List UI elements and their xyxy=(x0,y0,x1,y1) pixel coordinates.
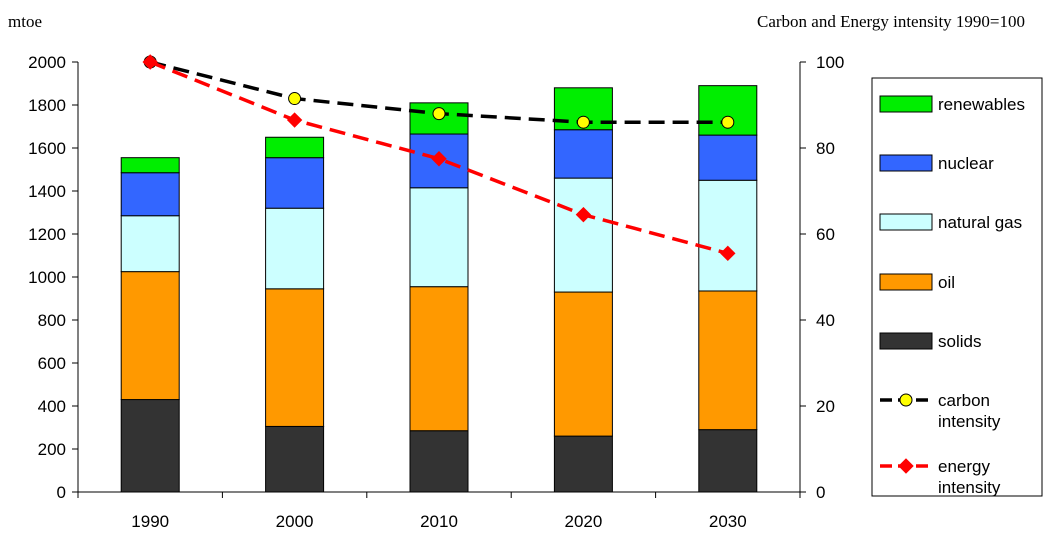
left-tick-label: 1000 xyxy=(28,268,66,287)
energy-intensity-marker-2010 xyxy=(431,151,447,167)
left-tick-label: 800 xyxy=(38,311,66,330)
energy-intensity-marker-2020 xyxy=(575,206,592,223)
bar-solids-2010 xyxy=(409,430,469,493)
left-tick-label: 200 xyxy=(38,440,66,459)
x-tick-label: 2020 xyxy=(564,512,602,531)
left-tick-label: 1800 xyxy=(28,96,66,115)
legend: renewables nuclear natural gas oil solids car… xyxy=(879,95,1025,497)
bar-nuclear-2030 xyxy=(698,134,758,181)
bar-nuclear-2020 xyxy=(553,129,613,179)
left-tick-label: 600 xyxy=(38,354,66,373)
energy-intensity-marker-1990 xyxy=(142,54,158,70)
carbon-intensity-marker-2010 xyxy=(432,107,446,121)
energy-intensity-marker-2030 xyxy=(720,245,736,262)
legend-label-carbon-intensity: carbon intensity xyxy=(938,391,1001,431)
carbon-intensity-marker-2020 xyxy=(576,115,590,129)
left-tick-label: 1200 xyxy=(28,225,66,244)
legend-swatch-renewables xyxy=(879,95,933,113)
bar-natural-gas-2020 xyxy=(553,177,613,293)
legend-swatch-natural-gas xyxy=(879,213,933,231)
legend-label-natural-gas: natural gas xyxy=(938,213,1022,232)
legend-marker-carbon-intensity xyxy=(899,393,913,407)
bar-oil-2000 xyxy=(265,288,325,427)
energy-intensity-marker-2000 xyxy=(286,112,303,128)
bar-solids-2030 xyxy=(698,429,758,493)
bar-natural-gas-1990 xyxy=(120,215,180,273)
right-tick-label: 20 xyxy=(816,397,835,416)
legend-label-renewables: renewables xyxy=(938,95,1025,114)
legend-label-line: carbon xyxy=(938,391,990,410)
bar-oil-2010 xyxy=(409,286,469,432)
bar-oil-2030 xyxy=(698,290,758,431)
bar-natural-gas-2000 xyxy=(265,207,325,290)
legend-swatch-oil xyxy=(879,273,933,291)
right-tick-label: 80 xyxy=(816,139,835,158)
energy-intensity-line xyxy=(149,60,729,256)
x-tick-label: 1990 xyxy=(131,512,169,531)
legend-label-energy-intensity: energy intensity xyxy=(938,457,1001,497)
x-tick-label: 2030 xyxy=(709,512,747,531)
left-tick-label: 2000 xyxy=(28,53,66,72)
legend-swatch-solids xyxy=(879,332,933,350)
left-tick-label: 0 xyxy=(57,483,66,502)
bar-renewables-2000 xyxy=(265,136,325,159)
bar-oil-1990 xyxy=(120,271,180,401)
x-tick-label: 2010 xyxy=(420,512,458,531)
legend-label-line: intensity xyxy=(938,412,1001,431)
bar-renewables-1990 xyxy=(120,157,180,174)
legend-label-oil: oil xyxy=(938,273,955,292)
carbon-intensity-marker-2000 xyxy=(288,92,302,106)
bar-natural-gas-2030 xyxy=(698,179,758,292)
x-tick-label: 2000 xyxy=(276,512,314,531)
left-axis-unit-label: mtoe xyxy=(8,12,42,31)
left-tick-label: 1400 xyxy=(28,182,66,201)
right-tick-label: 0 xyxy=(816,483,825,502)
bar-solids-2020 xyxy=(553,435,613,493)
right-axis-title: Carbon and Energy intensity 1990=100 xyxy=(757,12,1025,31)
left-tick-label: 400 xyxy=(38,397,66,416)
bar-solids-1990 xyxy=(120,399,180,493)
right-tick-label: 60 xyxy=(816,225,835,244)
plot-area: 0 200 400 600 800 1000 1200 1400 1600 1800 2000 0 20… xyxy=(28,53,844,531)
carbon-intensity-marker-2030 xyxy=(721,115,735,129)
bar-solids-2000 xyxy=(265,425,325,493)
legend-label-line: energy xyxy=(938,457,990,476)
legend-label-solids: solids xyxy=(938,332,981,351)
bar-nuclear-2000 xyxy=(265,157,325,209)
bar-oil-2020 xyxy=(553,291,613,437)
legend-swatch-nuclear xyxy=(879,154,933,172)
legend-marker-energy-intensity xyxy=(898,458,914,474)
legend-label-line: intensity xyxy=(938,478,1001,497)
legend-label-nuclear: nuclear xyxy=(938,154,994,173)
left-tick-label: 1600 xyxy=(28,139,66,158)
right-tick-label: 40 xyxy=(816,311,835,330)
bar-nuclear-1990 xyxy=(120,172,180,217)
right-tick-label: 100 xyxy=(816,53,844,72)
bar-natural-gas-2010 xyxy=(409,187,469,288)
